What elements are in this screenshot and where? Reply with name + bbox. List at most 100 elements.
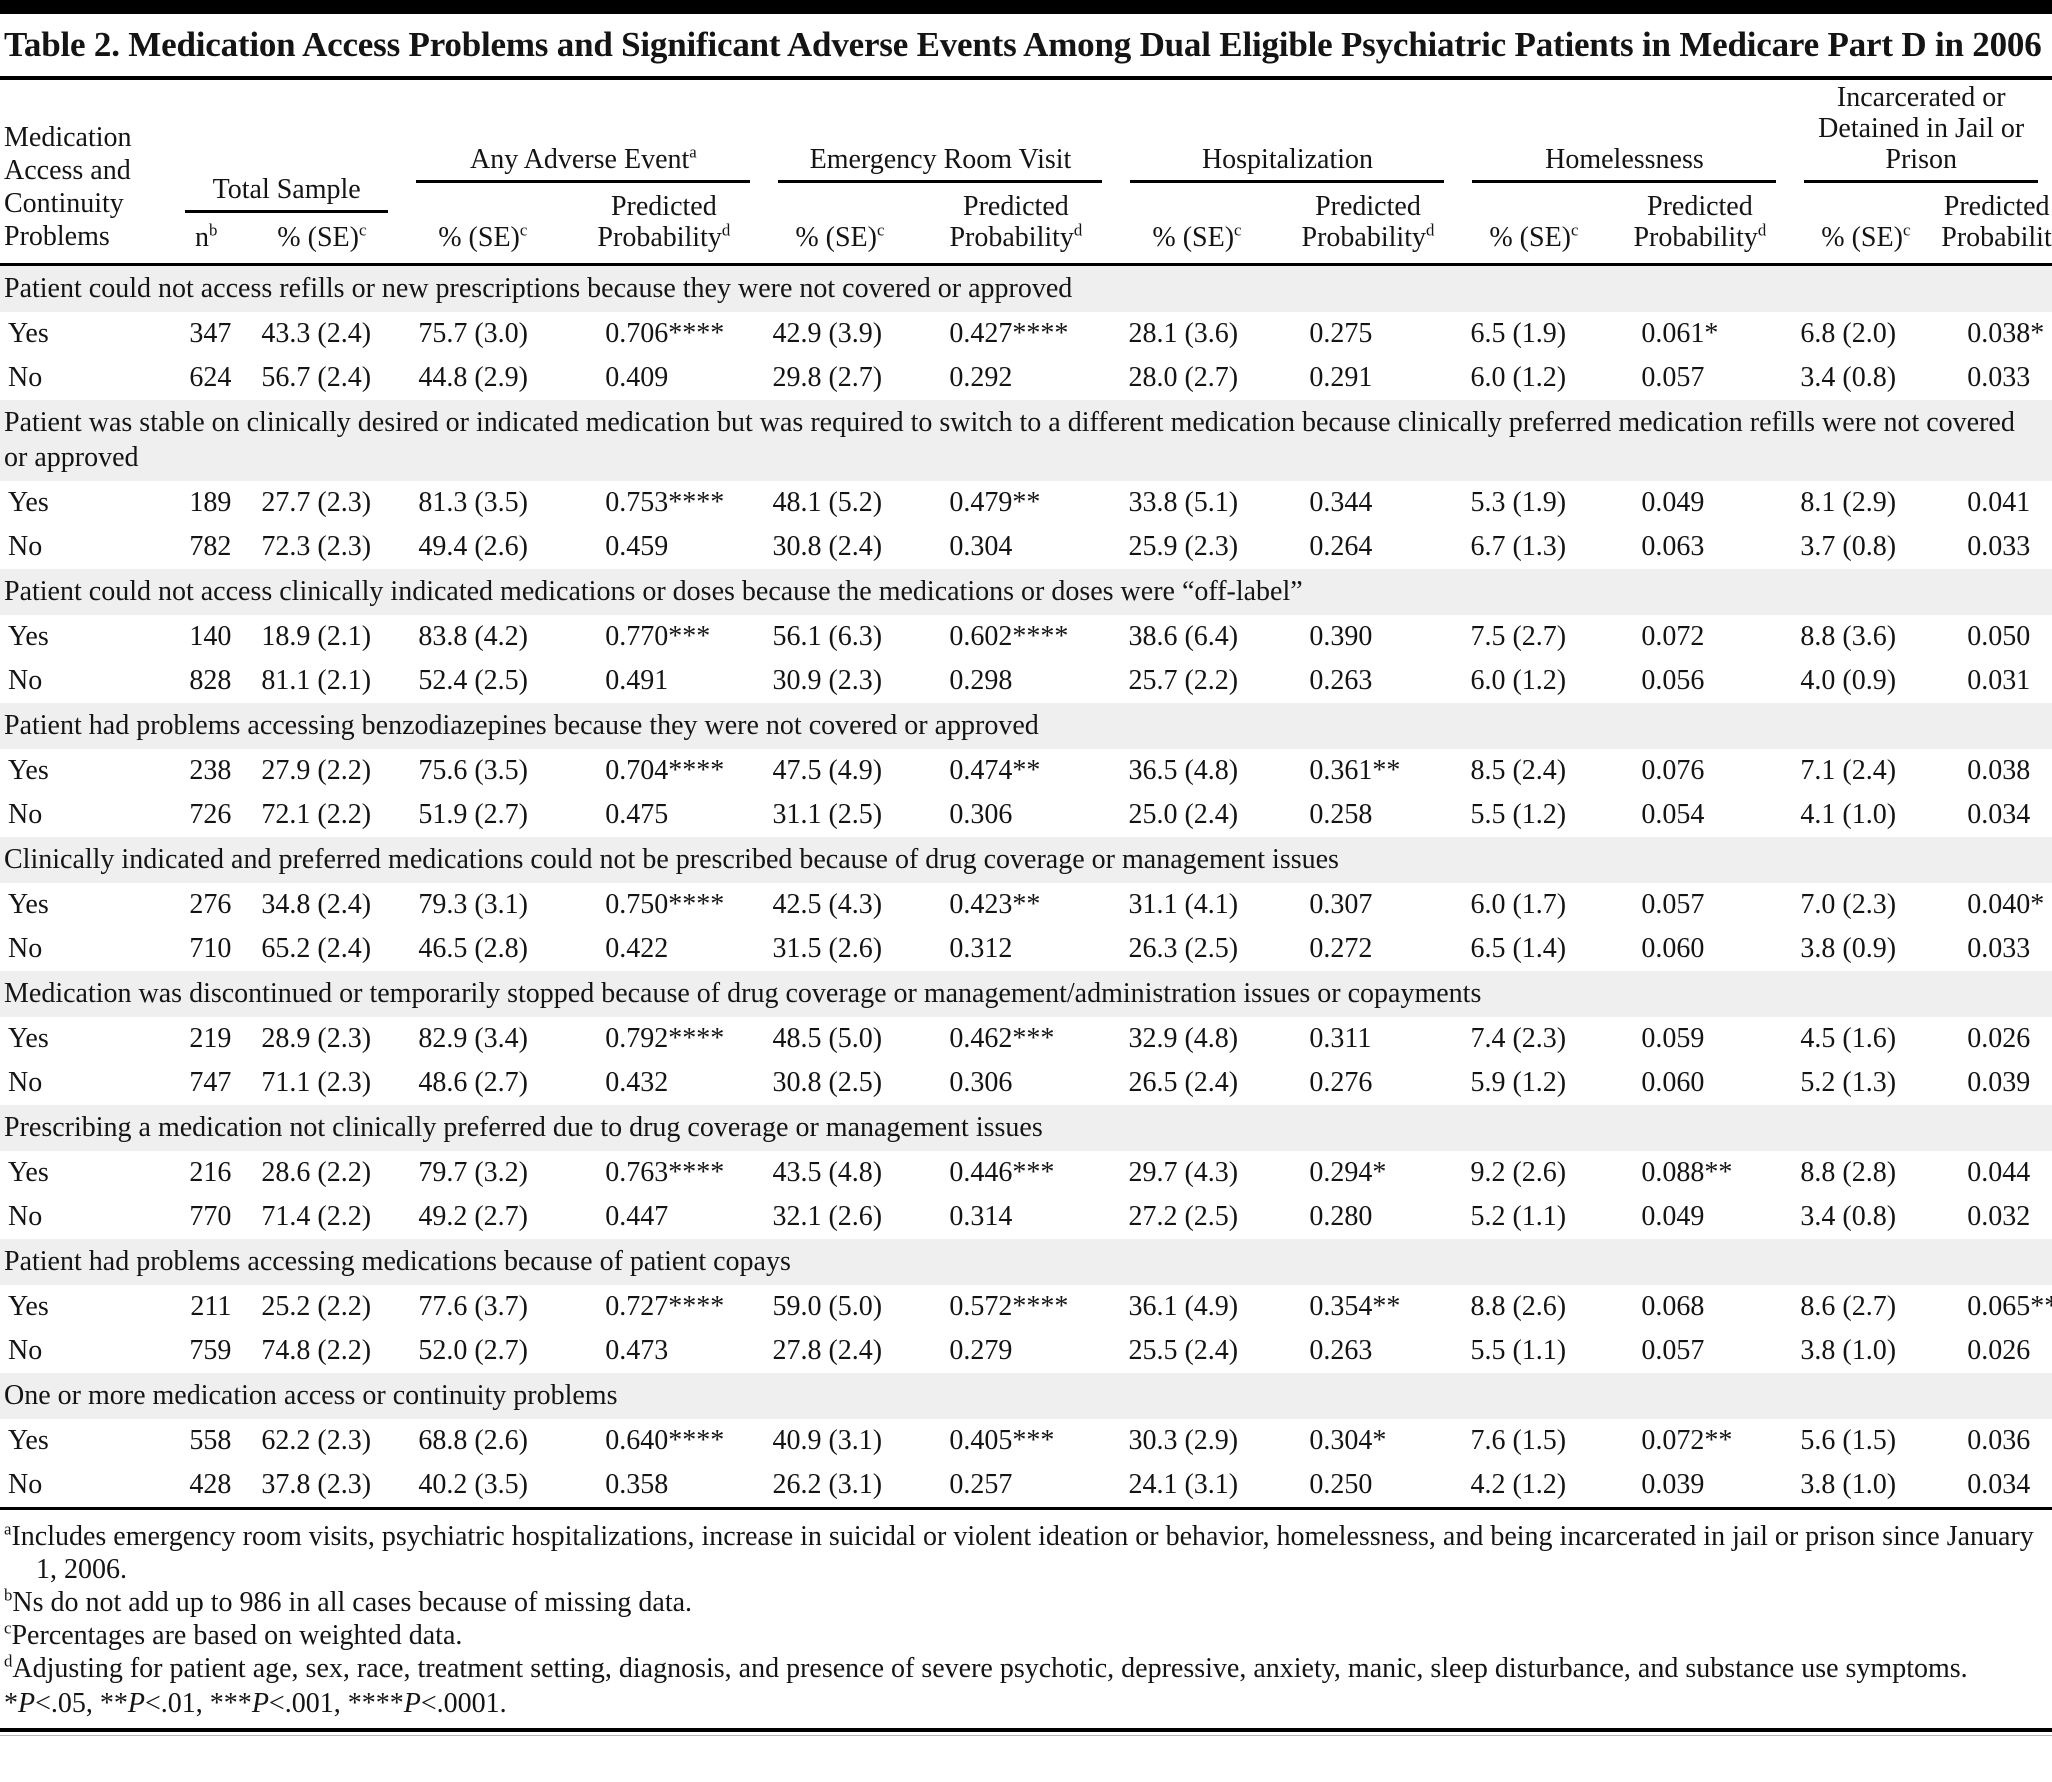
cell: 624 [189, 362, 232, 393]
cell: 0.049 [1641, 487, 1705, 518]
col-header-n: nb [170, 183, 242, 266]
cell: 0.039 [1609, 1463, 1791, 1510]
cell: 48.5 (5.0) [772, 1023, 883, 1054]
footnote: bNs do not add up to 986 in all cases be… [4, 1586, 2042, 1619]
cell: 33.8 (5.1) [1128, 487, 1239, 518]
cell: 3.4 (0.8) [1800, 1201, 1897, 1232]
cell: 7.5 (2.7) [1470, 621, 1567, 652]
cell: 0.423** [949, 889, 1041, 920]
cell: 77.6 (3.7) [418, 1291, 528, 1322]
cell: 3.7 (0.8) [1800, 531, 1897, 562]
cell: 7.4 (2.3) [1470, 1023, 1567, 1054]
cell: 46.5 (2.8) [418, 933, 528, 964]
cell: 83.8 (4.2) [418, 621, 528, 652]
footnote: aIncludes emergency room visits, psychia… [4, 1520, 2042, 1586]
footnote-text: Adjusting for patient age, sex, race, tr… [12, 1653, 1968, 1684]
cell: 0.026 [1967, 1335, 2031, 1366]
cell: 18.9 (2.1) [261, 621, 372, 652]
cell: 828 [189, 665, 232, 696]
cell: 0.727**** [605, 1291, 725, 1322]
section-header: Prescribing a medication not clinically … [0, 1105, 2052, 1151]
table-row: No 428 37.8 (2.3) 40.2 (3.5) 0.358 26.2 (3.1)… [0, 1463, 2052, 1510]
table-row: No 726 72.1 (2.2) 51.9 (2.7) 0.475 31.1 (2.5)… [0, 793, 2052, 837]
cell: 32.9 (4.8) [1128, 1023, 1239, 1054]
cell: 30.8 (2.5) [772, 1067, 883, 1098]
cell: 0.770*** [605, 621, 711, 652]
cell: 5.3 (1.9) [1470, 487, 1567, 518]
table-row: Yes 140 18.9 (2.1) 83.8 (4.2) 0.770*** 56.1 (… [0, 615, 2052, 659]
row-label: No [8, 799, 43, 830]
cell: 40.2 (3.5) [402, 1463, 564, 1510]
stub-header: Medication Access and Continuity Problem… [0, 80, 171, 266]
col-group-incarcerated: Incarcerated or Detained in Jail or Pris… [1790, 80, 2052, 183]
cell: 38.6 (6.4) [1128, 621, 1239, 652]
cell: 25.2 (2.2) [261, 1291, 372, 1322]
cell: 0.033 [1967, 933, 2031, 964]
cell: 0.572**** [949, 1291, 1069, 1322]
footnote-marker: a [4, 1519, 12, 1539]
cell: 28.0 (2.7) [1128, 362, 1239, 393]
cell: 0.257 [915, 1463, 1117, 1510]
cell: 140 [189, 621, 232, 652]
cell: 25.9 (2.3) [1128, 531, 1239, 562]
cell: 27.7 (2.3) [261, 487, 372, 518]
cell: 747 [189, 1067, 232, 1098]
cell: 31.1 (4.1) [1128, 889, 1239, 920]
cell: 0.033 [1967, 362, 2031, 393]
cell: 6.0 (1.7) [1470, 889, 1567, 920]
cell: 0.427**** [949, 318, 1069, 349]
cell: 0.312 [949, 933, 1013, 964]
cell: 36.5 (4.8) [1128, 755, 1239, 786]
footnote-marker: b [4, 1585, 13, 1605]
cell: 0.038* [1967, 318, 2045, 349]
table-row: Yes 211 25.2 (2.2) 77.6 (3.7) 0.727**** 59.0 … [0, 1285, 2052, 1329]
section-row: Patient was stable on clinically desired… [0, 400, 2052, 481]
cell: 24.1 (3.1) [1116, 1463, 1278, 1510]
cell: 0.432 [605, 1067, 669, 1098]
results-table: Medication Access and Continuity Problem… [0, 80, 2052, 1510]
cell: 28.6 (2.2) [261, 1157, 372, 1188]
cell: 27.9 (2.2) [261, 755, 372, 786]
cell: 0.050 [1967, 621, 2031, 652]
cell: 0.311 [1309, 1023, 1372, 1054]
cell: 43.5 (4.8) [772, 1157, 883, 1188]
cell: 6.5 (1.4) [1470, 933, 1567, 964]
col-group-hospitalization: Hospitalization [1116, 80, 1458, 183]
cell: 428 [170, 1463, 242, 1510]
cell: 4.0 (0.9) [1800, 665, 1897, 696]
header-group-row: Medication Access and Continuity Problem… [0, 80, 2052, 266]
cell: 8.8 (2.6) [1470, 1291, 1567, 1322]
section-row: One or more medication access or continu… [0, 1373, 2052, 1419]
table-header: Medication Access and Continuity Problem… [0, 80, 2052, 266]
bottom-rule [0, 1728, 2052, 1732]
footnote-text: Includes emergency room visits, psychiat… [11, 1521, 2034, 1585]
cell: 36.1 (4.9) [1128, 1291, 1239, 1322]
cell: 558 [189, 1425, 232, 1456]
cell: 0.063 [1641, 531, 1705, 562]
col-header-pct-se: % (SE)c [1116, 183, 1278, 266]
cell: 0.792**** [605, 1023, 725, 1054]
row-label: Yes [8, 318, 49, 349]
table-row: Yes 238 27.9 (2.2) 75.6 (3.5) 0.704**** 47.5 … [0, 749, 2052, 793]
cell: 726 [189, 799, 232, 830]
cell: 0.358 [563, 1463, 765, 1510]
cell: 0.258 [1309, 799, 1373, 830]
cell: 9.2 (2.6) [1470, 1157, 1567, 1188]
cell: 0.049 [1641, 1201, 1705, 1232]
row-label: No [8, 665, 43, 696]
cell: 43.3 (2.4) [261, 318, 372, 349]
cell: 31.1 (2.5) [772, 799, 883, 830]
cell: 5.6 (1.5) [1800, 1425, 1897, 1456]
cell: 8.8 (3.6) [1800, 621, 1897, 652]
section-header: Patient had problems accessing benzodiaz… [0, 703, 2052, 749]
cell: 26.3 (2.5) [1128, 933, 1239, 964]
cell: 0.061* [1641, 318, 1719, 349]
cell: 0.072** [1641, 1425, 1733, 1456]
cell: 0.475 [605, 799, 669, 830]
row-label: No [8, 362, 43, 393]
cell: 276 [189, 889, 232, 920]
cell: 0.034 [1967, 799, 2031, 830]
section-header: Clinically indicated and preferred medic… [0, 837, 2052, 883]
